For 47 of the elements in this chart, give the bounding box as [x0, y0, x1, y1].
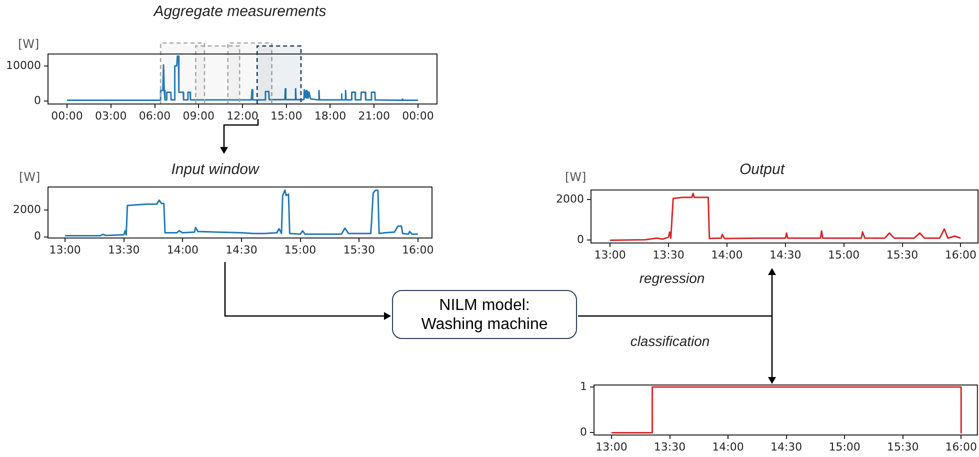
x-tick-label: 13:30 — [652, 248, 684, 262]
y-tick-label: 1 — [580, 380, 587, 393]
chart-title: Output — [739, 161, 785, 178]
x-tick-label: 14:30 — [770, 440, 802, 454]
y-tick-label: 10000 — [6, 58, 41, 72]
x-tick-label: 14:30 — [226, 243, 258, 256]
x-tick-label: 14:00 — [712, 440, 744, 454]
x-tick-label: 12:00 — [226, 109, 258, 122]
x-tick-label: 14:00 — [166, 243, 199, 256]
x-tick-label: 15:30 — [886, 440, 919, 454]
x-tick-label: 15:00 — [828, 440, 860, 454]
text: regression — [639, 270, 705, 286]
y-tick-label: 0 — [34, 230, 41, 243]
x-tick-label: 13:30 — [108, 243, 140, 256]
y-axis-title: [W] — [19, 170, 40, 184]
x-tick-label: 18:00 — [314, 109, 346, 122]
y-tick-label: 0 — [577, 233, 584, 246]
y-axis-title: [W] — [18, 37, 40, 51]
y-tick-label: 0 — [580, 426, 587, 439]
y-tick-label: 2000 — [13, 203, 41, 216]
x-tick-label: 15:30 — [886, 248, 918, 262]
x-tick-label: 16:00 — [945, 440, 977, 454]
x-tick-label: 09:00 — [182, 109, 214, 122]
x-tick-label: 15:00 — [828, 248, 860, 262]
y-tick-label: 0 — [34, 94, 41, 107]
x-tick-label: 13:30 — [654, 440, 686, 454]
x-tick-label: 16:00 — [402, 243, 434, 256]
x-tick-label: 13:00 — [594, 248, 626, 262]
chart-title: Input window — [171, 161, 259, 178]
x-tick-label: 14:00 — [711, 248, 743, 262]
y-tick-label: 2000 — [556, 192, 584, 206]
x-tick-label: 06:00 — [138, 109, 171, 122]
x-tick-label: 15:00 — [270, 109, 302, 122]
chart-title: Aggregate measurements — [154, 3, 326, 20]
x-tick-label: 13:00 — [49, 243, 81, 256]
x-tick-label: 00:00 — [51, 109, 83, 122]
x-tick-label: 15:30 — [343, 243, 375, 256]
x-tick-label: 00:00 — [402, 109, 434, 122]
text: classification — [630, 333, 710, 349]
x-tick-label: 21:00 — [358, 109, 390, 122]
x-tick-label: 14:30 — [770, 248, 802, 262]
x-tick-label: 13:00 — [596, 440, 628, 454]
text: NILM model: Washing machine — [392, 290, 577, 339]
y-axis-title: [W] — [565, 170, 586, 184]
x-tick-label: 15:00 — [284, 243, 316, 256]
x-tick-label: 16:00 — [944, 248, 977, 262]
x-tick-label: 03:00 — [95, 109, 127, 122]
